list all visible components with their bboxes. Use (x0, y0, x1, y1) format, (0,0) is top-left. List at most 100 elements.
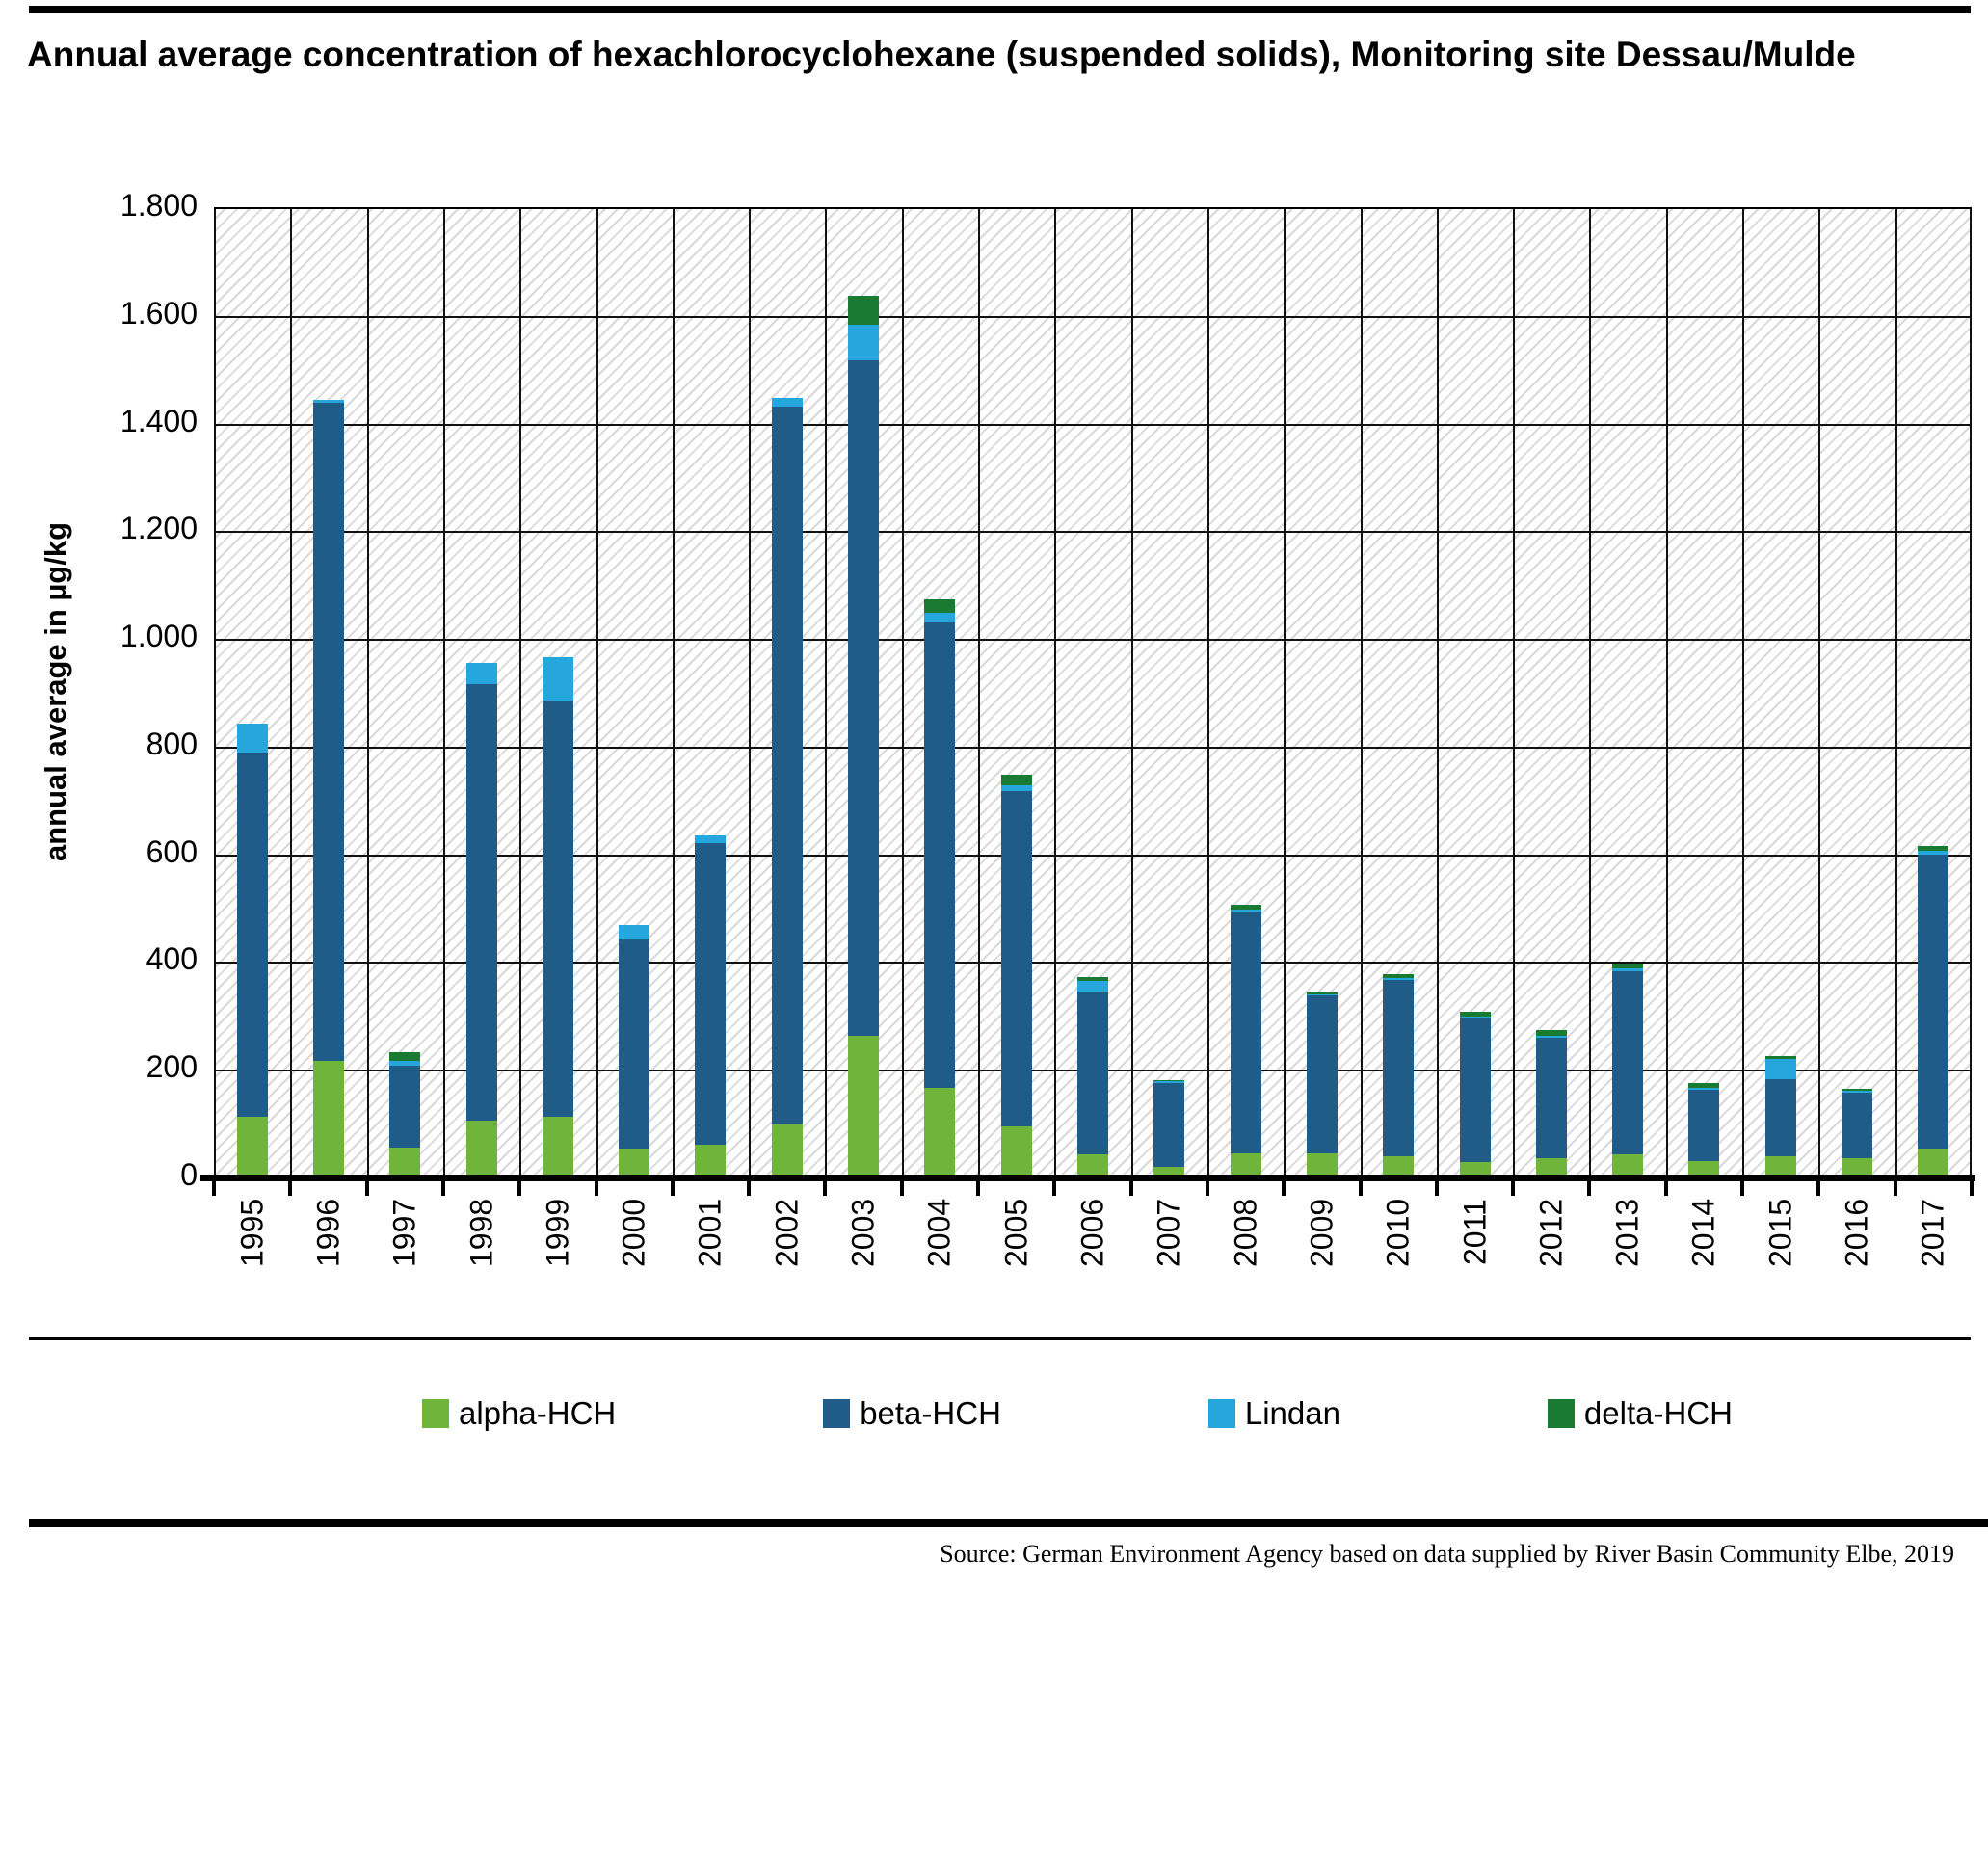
bar-segment-1996-alpha-HCH (313, 1061, 344, 1178)
x-category-label-2006: 2006 (1074, 1199, 1110, 1268)
bar-segment-2005-alpha-HCH (1001, 1125, 1032, 1178)
bar-segment-2006-Lindan (1077, 981, 1108, 992)
v-gridline-18 (1589, 209, 1591, 1178)
bar-segment-1998-Lindan (466, 662, 497, 684)
legend-label: alpha-HCH (459, 1395, 617, 1431)
bar-segment-2015-delta-HCH (1765, 1055, 1796, 1059)
v-gridline-22 (1895, 209, 1897, 1178)
x-tick-22 (1894, 1181, 1897, 1196)
bar-segment-2002-Lindan (772, 398, 803, 408)
bar-segment-2001-Lindan (695, 835, 726, 844)
legend-divider (29, 1337, 1971, 1340)
bar-segment-2016-Lindan (1842, 1091, 1872, 1094)
legend-swatch-icon (1547, 1399, 1575, 1428)
bar-segment-1995-alpha-HCH (237, 1116, 268, 1178)
bar-1998 (466, 662, 497, 1178)
bar-segment-2003-alpha-HCH (848, 1036, 879, 1178)
x-tick-3 (441, 1181, 445, 1196)
v-gridline-5 (596, 209, 598, 1178)
x-category-label-2007: 2007 (1151, 1199, 1186, 1268)
bar-segment-2004-beta-HCH (924, 621, 955, 1089)
x-tick-17 (1511, 1181, 1515, 1196)
bar-2009 (1307, 992, 1338, 1178)
bar-segment-2013-delta-HCH (1612, 964, 1643, 969)
bar-segment-2015-alpha-HCH (1765, 1156, 1796, 1178)
bar-segment-1998-alpha-HCH (466, 1121, 497, 1178)
v-gridline-2 (367, 209, 369, 1178)
bar-segment-2013-alpha-HCH (1612, 1154, 1643, 1178)
bar-segment-2011-delta-HCH (1460, 1012, 1491, 1017)
bar-2001 (695, 835, 726, 1178)
x-category-label-2016: 2016 (1839, 1199, 1874, 1268)
bar-segment-2017-beta-HCH (1918, 855, 1948, 1150)
v-gridline-3 (443, 209, 445, 1178)
bar-segment-2009-beta-HCH (1307, 994, 1338, 1154)
x-tick-2 (365, 1181, 369, 1196)
bar-1999 (543, 657, 573, 1178)
bar-segment-2015-beta-HCH (1765, 1078, 1796, 1157)
bar-segment-2010-alpha-HCH (1383, 1156, 1414, 1178)
bar-segment-1997-Lindan (389, 1060, 420, 1067)
x-category-label-2002: 2002 (769, 1199, 805, 1268)
y-tick-label-1600: 1.600 (119, 295, 198, 331)
v-gridline-15 (1361, 209, 1363, 1178)
v-gridline-16 (1437, 209, 1439, 1178)
bar-segment-2007-beta-HCH (1153, 1082, 1184, 1167)
bar-2010 (1383, 973, 1414, 1178)
legend-item-beta-HCH: beta-HCH (823, 1395, 1001, 1432)
bar-segment-2015-Lindan (1765, 1058, 1796, 1079)
bar-2011 (1460, 1012, 1491, 1178)
bar-2003 (848, 296, 879, 1178)
x-tick-16 (1435, 1181, 1439, 1196)
bar-segment-2005-Lindan (1001, 785, 1032, 792)
x-category-label-2000: 2000 (616, 1199, 651, 1268)
bar-segment-2000-beta-HCH (619, 939, 649, 1150)
legend-item-delta-HCH: delta-HCH (1547, 1395, 1733, 1432)
bar-segment-2014-alpha-HCH (1688, 1161, 1719, 1178)
v-gridline-4 (519, 209, 521, 1178)
bar-segment-2006-delta-HCH (1077, 976, 1108, 982)
bar-segment-2009-alpha-HCH (1307, 1153, 1338, 1178)
bar-segment-1995-Lindan (237, 723, 268, 754)
bar-segment-2014-beta-HCH (1688, 1089, 1719, 1162)
bar-segment-1997-alpha-HCH (389, 1147, 420, 1178)
x-category-label-2010: 2010 (1380, 1199, 1416, 1268)
x-tick-14 (1282, 1181, 1286, 1196)
bar-segment-2001-beta-HCH (695, 843, 726, 1146)
bar-segment-2008-delta-HCH (1231, 905, 1261, 910)
bar-segment-1999-beta-HCH (543, 701, 573, 1117)
y-tick-label-1400: 1.400 (119, 403, 198, 438)
bar-segment-2012-delta-HCH (1536, 1030, 1567, 1036)
footer-divider (29, 1519, 1988, 1527)
x-category-label-2009: 2009 (1304, 1199, 1339, 1268)
x-category-label-2012: 2012 (1533, 1199, 1569, 1268)
bar-segment-2008-Lindan (1231, 909, 1261, 912)
x-tick-4 (517, 1181, 521, 1196)
x-tick-11 (1052, 1181, 1056, 1196)
bar-segment-2003-delta-HCH (848, 296, 879, 326)
y-tick-label-200: 200 (146, 1049, 198, 1085)
bar-segment-2000-alpha-HCH (619, 1149, 649, 1178)
x-tick-9 (900, 1181, 904, 1196)
x-tick-21 (1816, 1181, 1820, 1196)
x-tick-0 (212, 1181, 216, 1196)
bar-segment-2002-alpha-HCH (772, 1124, 803, 1178)
legend-swatch-icon (823, 1399, 851, 1428)
v-gridline-7 (749, 209, 751, 1178)
bar-segment-1999-alpha-HCH (543, 1116, 573, 1178)
bar-segment-2017-alpha-HCH (1918, 1149, 1948, 1178)
x-category-label-2008: 2008 (1228, 1199, 1263, 1268)
v-gridline-6 (673, 209, 675, 1178)
v-gridline-13 (1207, 209, 1209, 1178)
h-gridline-1000 (214, 639, 1972, 642)
y-tick-label-400: 400 (146, 941, 198, 977)
bar-2017 (1918, 845, 1948, 1178)
x-tick-13 (1206, 1181, 1209, 1196)
x-tick-15 (1359, 1181, 1363, 1196)
bar-segment-2017-delta-HCH (1918, 845, 1948, 851)
bar-segment-2004-Lindan (924, 612, 955, 622)
x-category-label-1998: 1998 (464, 1199, 499, 1268)
bar-segment-2016-delta-HCH (1842, 1089, 1872, 1092)
y-tick-label-1800: 1.800 (119, 188, 198, 223)
x-category-label-2013: 2013 (1609, 1199, 1645, 1268)
